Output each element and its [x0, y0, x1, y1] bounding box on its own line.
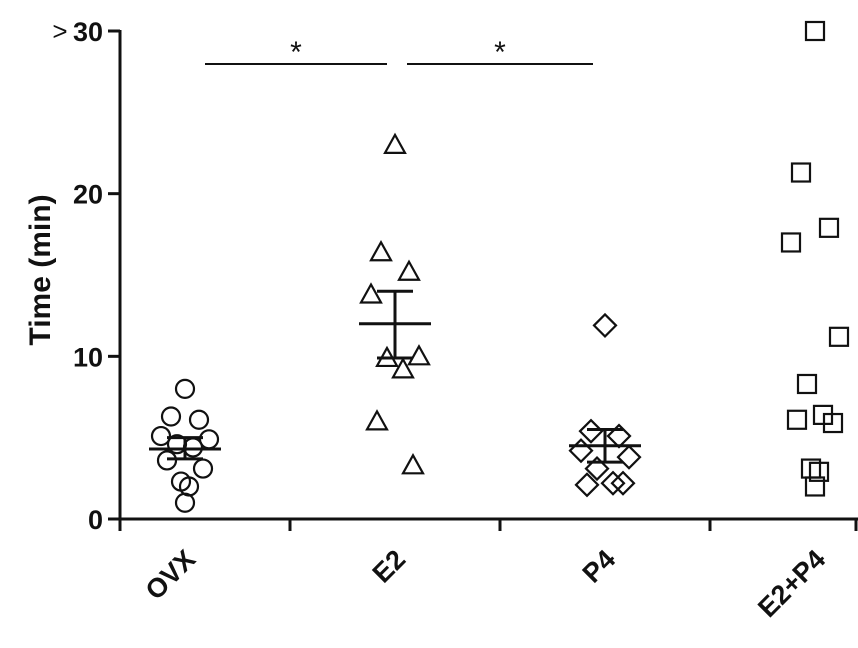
data-point-circle [182, 437, 204, 458]
data-point-square [804, 476, 826, 497]
data-point-circle [174, 492, 196, 513]
data-point-circle [174, 378, 196, 399]
y-axis-label: Time (min) [24, 194, 57, 345]
data-point-diamond [616, 444, 642, 470]
data-point-diamond [568, 438, 594, 464]
data-point-triangle [401, 453, 425, 475]
mean-sem-bars [149, 289, 641, 464]
y-tick-label: 30 [73, 17, 103, 47]
data-point-triangle [397, 259, 421, 281]
data-point-diamond [592, 312, 618, 338]
data-point-square [780, 232, 802, 253]
data-point-triangle [391, 357, 415, 379]
x-category-label: E2+P4 [752, 544, 831, 623]
significance-star: * [290, 36, 302, 69]
data-point-square [786, 409, 808, 430]
data-point-triangle [359, 282, 383, 304]
data-point-diamond [610, 470, 636, 496]
data-point-square [790, 162, 812, 183]
data-point-square [804, 20, 826, 42]
data-point-square [822, 412, 844, 434]
data-point-circle [160, 406, 182, 427]
data-point-triangle [407, 344, 431, 366]
y-tick-label: 0 [88, 505, 103, 535]
data-point-square [828, 326, 850, 347]
y-tick-label: 10 [73, 342, 103, 372]
data-point-square [796, 373, 818, 395]
x-axis: OVX E2 P4 E2+P4 [118, 517, 858, 623]
data-point-square [808, 461, 830, 482]
data-point-triangle [369, 239, 393, 262]
y-tick-label: 20 [73, 180, 103, 210]
data-point-circle [192, 458, 214, 479]
data-point-circle [150, 425, 172, 447]
significance-annotations: * * [205, 36, 593, 69]
data-point-diamond [574, 472, 600, 498]
data-point-triangle [365, 409, 389, 431]
data-point-circle [156, 450, 178, 471]
y-axis: 0 10 20 30> [52, 16, 122, 535]
data-point-diamond [600, 470, 626, 496]
x-category-label: P4 [577, 544, 622, 589]
data-point-triangle [383, 132, 407, 154]
data-point-diamond [578, 418, 604, 444]
data-point-square [818, 217, 840, 238]
data-points [150, 20, 850, 513]
x-category-label: OVX [140, 544, 202, 606]
data-point-circle [188, 409, 210, 430]
data-point-diamond [584, 456, 610, 482]
x-category-label: E2 [367, 544, 412, 589]
greater-than-label: > [52, 16, 67, 46]
significance-star: * [494, 36, 506, 69]
